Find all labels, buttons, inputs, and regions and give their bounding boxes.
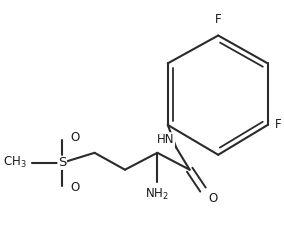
Text: F: F (275, 119, 282, 131)
Text: S: S (58, 156, 66, 169)
Text: O: O (71, 131, 80, 144)
Text: HN: HN (157, 133, 174, 146)
Text: $\mathregular{CH_3}$: $\mathregular{CH_3}$ (3, 155, 27, 170)
Text: F: F (215, 13, 222, 26)
Text: O: O (71, 181, 80, 194)
Text: $\mathregular{NH_2}$: $\mathregular{NH_2}$ (145, 187, 170, 202)
Text: O: O (209, 192, 218, 205)
